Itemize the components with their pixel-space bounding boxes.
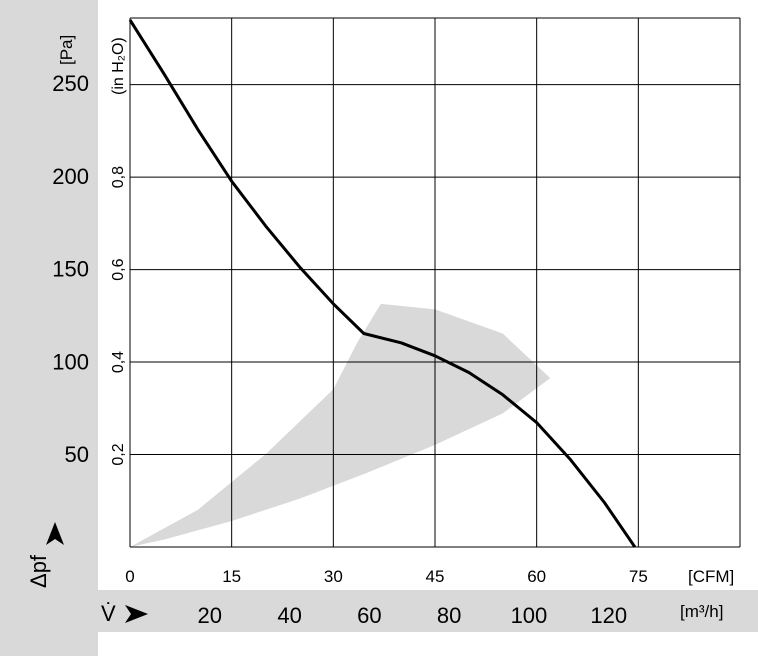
x-tick-label-m3h: 60 [357,603,381,628]
operating-range-shading [130,303,551,547]
y-tick-label-inh2o: 0,6 [110,258,127,280]
y-tick-label-pa: 50 [65,442,89,467]
x-axis-symbol: V̇ [101,601,116,626]
x-tick-label-cfm: 60 [527,567,546,586]
x-axis-arrow-icon [125,605,148,623]
x-tick-label-m3h: 100 [511,603,548,628]
x-unit-cfm-label: [CFM] [688,567,734,586]
y-tick-label-inh2o: 0,2 [110,443,127,465]
y-tick-label-pa: 200 [52,164,89,189]
x-tick-label-m3h: 80 [437,603,461,628]
axis-unit-labels: [CFM] [m³/h] V̇ [Pa] (in H₂O) Δpf [26,35,734,626]
y-unit-inh2o-label: (in H₂O) [110,37,127,95]
x-tick-label-m3h: 20 [198,603,222,628]
tick-labels: 0 15 30 45 60 75 20 40 60 80 100 120 50 100 150 200 250 0… [52,71,648,628]
y-unit-pa-label: [Pa] [57,35,76,65]
x-tick-label-cfm: 30 [324,567,343,586]
x-tick-label-m3h: 120 [590,603,627,628]
operating-range-area [130,303,551,547]
x-tick-label-m3h: 40 [277,603,301,628]
x-tick-label-cfm: 15 [222,567,241,586]
series-line [128,19,637,548]
y-tick-label-inh2o: 0,4 [110,351,127,373]
x-tick-label-cfm: 0 [125,567,134,586]
x-tick-label-cfm: 45 [426,567,445,586]
pressure-curve [128,19,637,548]
x-tick-label-cfm: 75 [629,567,648,586]
bottom-axis-band [98,590,758,632]
y-tick-label-inh2o: 0,8 [110,166,127,188]
y-tick-label-pa: 150 [52,257,89,282]
grid [129,17,741,548]
x-unit-m3h-label: [m³/h] [680,602,723,621]
y-tick-label-pa: 100 [52,349,89,374]
y-tick-label-pa: 250 [52,71,89,96]
y-axis-arrow-icon [46,522,64,545]
left-axis-band [0,0,98,656]
y-axis-symbol: Δpf [26,554,51,588]
